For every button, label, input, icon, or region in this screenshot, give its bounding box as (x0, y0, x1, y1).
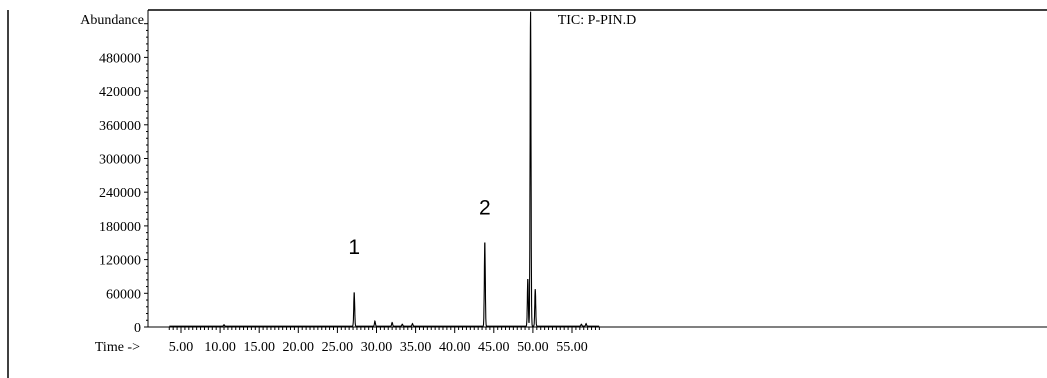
peak-label: 1 (348, 236, 360, 259)
tick-labels: 5.00 10.00 15.00 20.00 25.00 30.00 35.00 40.00 4… (99, 51, 588, 355)
y-tick-label: 0 (134, 321, 141, 336)
y-tick-label: 420000 (99, 85, 141, 100)
y-tick-label: 180000 (99, 220, 141, 235)
y-tick-label: 240000 (99, 186, 141, 201)
y-tick-label: 360000 (99, 119, 141, 134)
peak-label: 2 (479, 197, 491, 220)
x-tick-label: 30.00 (361, 340, 393, 355)
x-tick-label: 15.00 (243, 340, 275, 355)
chart-title: TIC: P-PIN.D (558, 13, 637, 28)
x-tick-label: 25.00 (322, 340, 354, 355)
x-axis-label: Time -> (95, 340, 140, 355)
x-tick-label: 20.00 (283, 340, 315, 355)
x-tick-label: 5.00 (169, 340, 194, 355)
x-tick-label: 40.00 (439, 340, 471, 355)
y-tick-label: 300000 (99, 152, 141, 167)
axis-ticks (144, 23, 600, 333)
x-tick-label: 45.00 (478, 340, 510, 355)
y-axis-label: Abundance (80, 13, 144, 28)
y-tick-label: 120000 (99, 254, 141, 269)
peak-annotations: 12 (348, 197, 490, 259)
x-tick-label: 50.00 (517, 340, 549, 355)
x-tick-label: 35.00 (400, 340, 432, 355)
x-tick-label: 10.00 (204, 340, 236, 355)
tic-trace-line (169, 11, 600, 327)
y-tick-label: 60000 (106, 287, 141, 302)
y-tick-label: 480000 (99, 51, 141, 66)
x-tick-label: 55.00 (556, 340, 588, 355)
